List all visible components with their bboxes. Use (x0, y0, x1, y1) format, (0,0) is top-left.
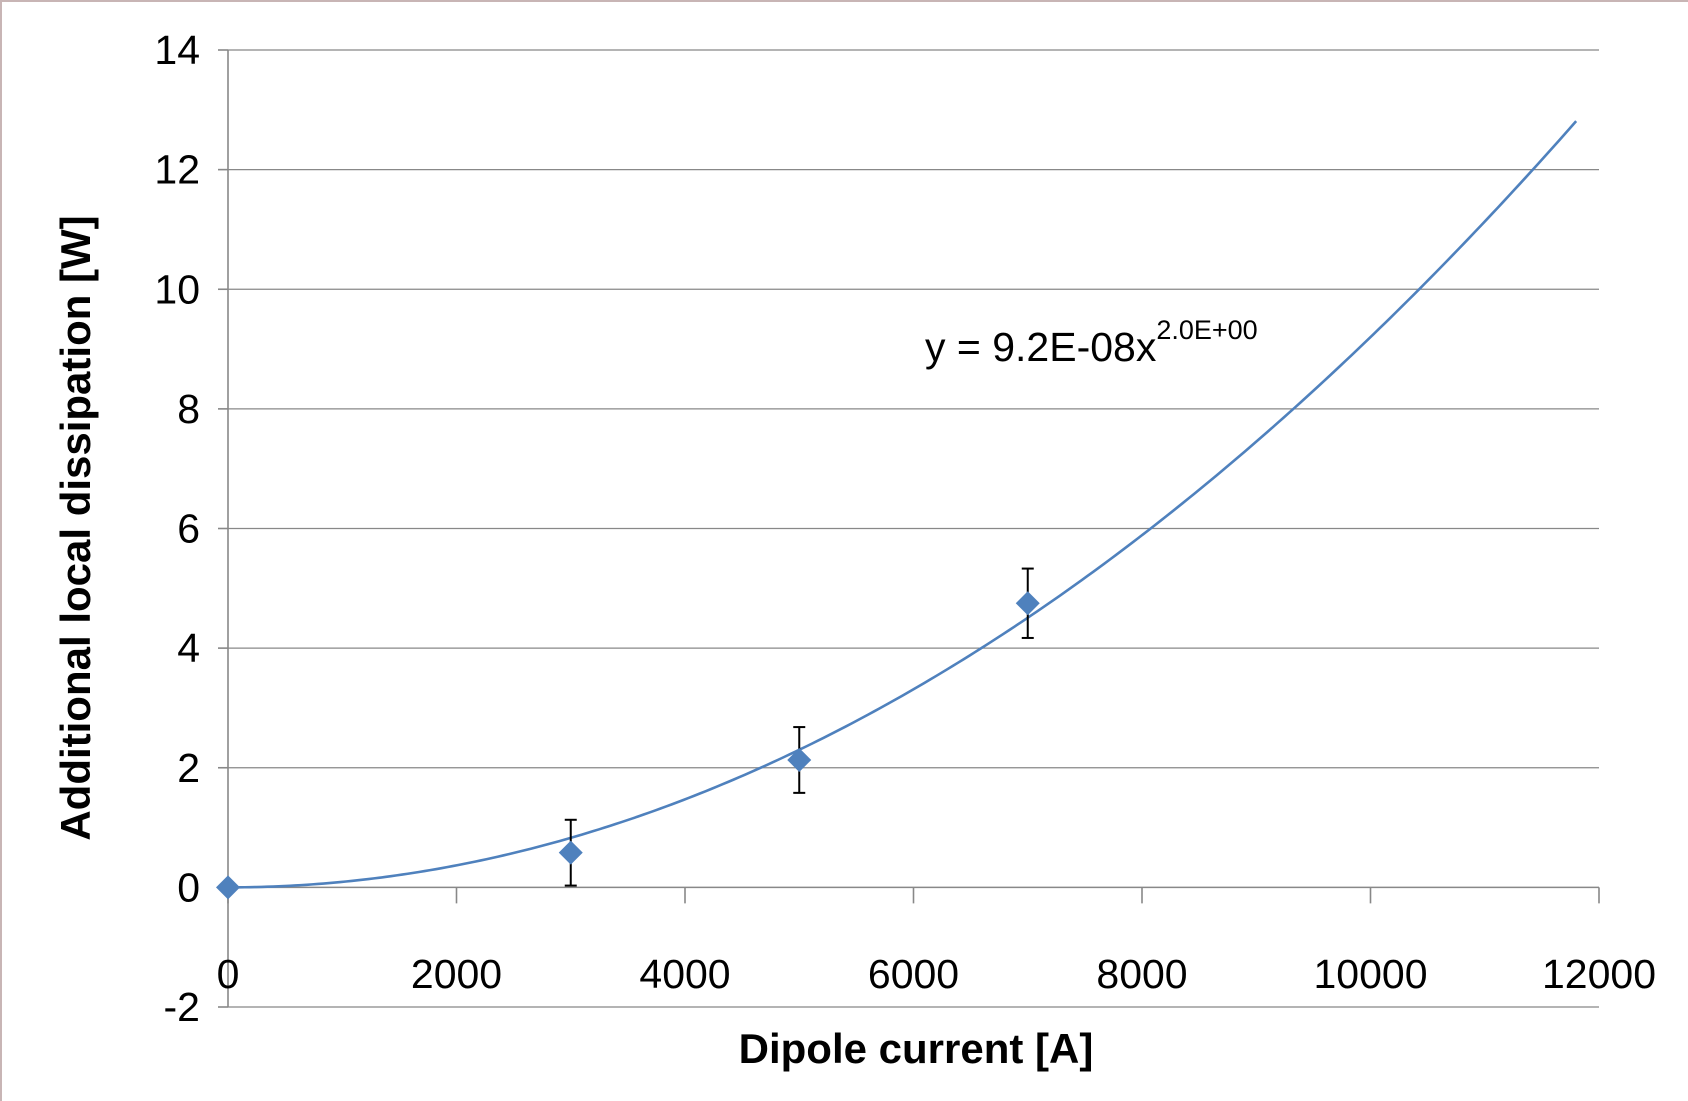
x-tick-labels: 0 2000 4000 6000 8000 10000 12000 (217, 951, 1656, 997)
x-tick-label: 10000 (1313, 951, 1427, 997)
y-tick-label: 0 (177, 864, 200, 910)
y-axis-title: Additional local dissipation [W] (52, 215, 99, 840)
x-tick-label: 4000 (639, 951, 730, 997)
trendline-equation-exponent: 2.0E+00 (1156, 315, 1257, 345)
gridlines (228, 49, 1599, 1008)
x-tick-label: 0 (217, 951, 240, 997)
y-tick-label: -2 (164, 984, 200, 1030)
y-tick-labels: -2 0 2 4 6 8 10 12 14 (154, 27, 200, 1030)
trendline-equation-main: y = 9.2E-08x (925, 324, 1157, 370)
x-tick-label: 2000 (411, 951, 502, 997)
y-tick-label: 14 (154, 27, 200, 73)
trendline-equation: y = 9.2E-08x2.0E+00 (925, 315, 1258, 370)
data-point (1015, 591, 1040, 616)
trendline-curve (227, 120, 1578, 889)
x-axis-title: Dipole current [A] (739, 1025, 1094, 1072)
data-point (558, 840, 583, 865)
y-tick-label: 12 (154, 147, 200, 193)
trendline (227, 120, 1578, 889)
y-tick-label: 4 (177, 625, 200, 671)
y-tick-label: 6 (177, 506, 200, 552)
data-point (216, 875, 240, 900)
y-tick-label: 2 (177, 745, 200, 791)
x-tick-label: 6000 (868, 951, 959, 997)
x-tick-label: 8000 (1096, 951, 1187, 997)
x-tick-label: 12000 (1542, 951, 1656, 997)
y-tick-label: 10 (154, 266, 200, 312)
error-bars (564, 567, 1034, 887)
y-tick-label: 8 (177, 386, 200, 432)
data-point (787, 747, 812, 772)
data-points (216, 591, 1040, 900)
